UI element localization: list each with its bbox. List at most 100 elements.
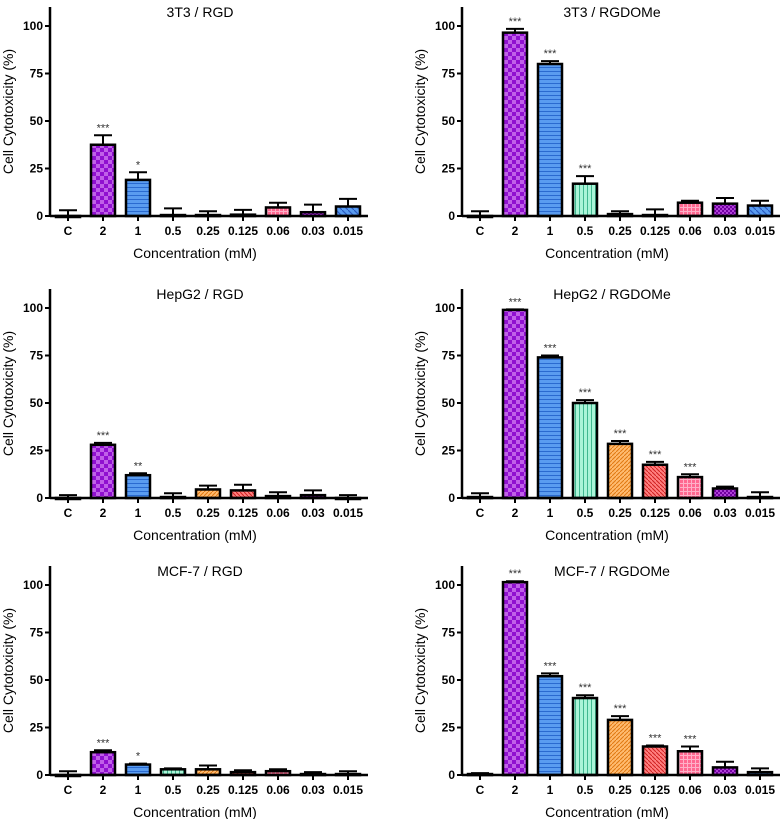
- x-tick-label: 0.015: [333, 224, 363, 238]
- bar: [571, 182, 599, 218]
- significance-label: ***: [579, 682, 593, 694]
- significance-label: ***: [509, 296, 523, 308]
- y-axis-label: Cell Cytotoxicity (%): [0, 49, 16, 174]
- x-tick-label: 1: [547, 224, 554, 238]
- x-axis-label: Concentration (mM): [133, 804, 257, 819]
- y-tick-label: 75: [30, 349, 44, 363]
- x-tick-label: 0.03: [301, 224, 325, 238]
- bar: [536, 62, 564, 218]
- y-tick-label: 0: [448, 209, 455, 223]
- x-tick-label: 0.5: [577, 506, 594, 520]
- significance-label: ***: [579, 387, 593, 399]
- x-tick-label: C: [64, 224, 73, 238]
- x-tick-label: 0.06: [266, 224, 290, 238]
- y-tick-label: 25: [30, 162, 44, 176]
- x-tick-label: 1: [547, 506, 554, 520]
- y-tick-label: 75: [442, 67, 456, 81]
- y-tick-label: 100: [435, 19, 455, 33]
- significance-label: ***: [684, 461, 698, 473]
- x-tick-label: 0.5: [165, 224, 182, 238]
- x-tick-label: 0.06: [678, 224, 702, 238]
- y-tick-label: 100: [23, 578, 43, 592]
- x-axis-label: Concentration (mM): [545, 245, 669, 261]
- x-tick-label: C: [64, 506, 73, 520]
- bar: [501, 31, 529, 218]
- x-tick-label: 2: [100, 506, 107, 520]
- x-tick-label: 1: [135, 783, 142, 797]
- y-tick-label: 50: [30, 114, 44, 128]
- y-tick-label: 0: [448, 491, 455, 505]
- x-tick-label: 0.03: [713, 224, 737, 238]
- x-tick-label: C: [64, 783, 73, 797]
- significance-label: ***: [579, 163, 593, 175]
- x-tick-label: 0.03: [713, 506, 737, 520]
- bar: [334, 205, 362, 218]
- y-tick-label: 50: [442, 114, 456, 128]
- significance-label: **: [134, 460, 143, 472]
- y-tick-label: 100: [23, 19, 43, 33]
- y-axis-label: Cell Cytotoxicity (%): [412, 608, 428, 733]
- y-tick-label: 50: [30, 673, 44, 687]
- x-tick-label: 0.015: [333, 783, 363, 797]
- bar: [194, 488, 222, 500]
- bar: [89, 750, 117, 777]
- x-tick-label: 1: [135, 224, 142, 238]
- x-tick-label: 0.125: [228, 224, 258, 238]
- y-axis-label: Cell Cytotoxicity (%): [412, 331, 428, 456]
- panel-4: MCF-7 / RGD Concentration (mM) Cell Cytoto…: [0, 563, 368, 820]
- panel-title: 3T3 / RGDOMe: [563, 4, 660, 20]
- bar: [606, 718, 634, 777]
- bar: [501, 308, 529, 500]
- x-axis-label: Concentration (mM): [545, 527, 669, 543]
- bar: [746, 204, 774, 218]
- panel-title: HepG2 / RGDOMe: [553, 286, 671, 302]
- bar: [536, 674, 564, 777]
- y-axis-label: Cell Cytotoxicity (%): [412, 49, 428, 174]
- x-tick-label: 2: [100, 224, 107, 238]
- x-tick-label: 0.06: [266, 783, 290, 797]
- y-tick-label: 75: [30, 67, 44, 81]
- x-tick-label: 0.25: [608, 783, 632, 797]
- significance-label: ***: [544, 343, 558, 355]
- x-tick-label: 0.25: [196, 224, 220, 238]
- y-tick-label: 0: [36, 491, 43, 505]
- x-tick-label: C: [476, 506, 485, 520]
- y-axis-label: Cell Cytotoxicity (%): [0, 331, 16, 456]
- significance-label: ***: [544, 660, 558, 672]
- x-axis-label: Concentration (mM): [133, 527, 257, 543]
- x-tick-label: 1: [135, 506, 142, 520]
- x-tick-label: 0.03: [713, 783, 737, 797]
- significance-label: ***: [544, 48, 558, 60]
- panel-3: HepG2 / RGDOMe Concentration (mM) Cell Cyt…: [412, 286, 780, 543]
- panel-title: MCF-7 / RGDOMe: [554, 563, 670, 579]
- x-tick-label: 0.125: [640, 506, 670, 520]
- bar: [501, 580, 529, 777]
- y-tick-label: 100: [435, 578, 455, 592]
- y-tick-label: 25: [442, 162, 456, 176]
- y-tick-label: 100: [23, 301, 43, 315]
- x-tick-label: 0.015: [745, 224, 775, 238]
- panel-1: 3T3 / RGDOMe Concentration (mM) Cell Cytot…: [412, 4, 780, 261]
- panel-title: HepG2 / RGD: [156, 286, 243, 302]
- x-tick-label: 0.03: [301, 506, 325, 520]
- y-tick-label: 50: [442, 673, 456, 687]
- x-tick-label: 0.125: [640, 224, 670, 238]
- x-axis-label: Concentration (mM): [133, 245, 257, 261]
- y-tick-label: 25: [442, 444, 456, 458]
- bar: [124, 473, 152, 500]
- x-tick-label: 0.25: [196, 783, 220, 797]
- panel-0: 3T3 / RGD Concentration (mM) Cell Cytotoxi…: [0, 4, 368, 261]
- x-tick-label: 0.06: [678, 783, 702, 797]
- significance-label: ***: [614, 428, 628, 440]
- bar: [124, 178, 152, 218]
- significance-label: ***: [684, 734, 698, 746]
- significance-label: ***: [97, 737, 111, 749]
- x-axis-label: Concentration (mM): [545, 804, 669, 819]
- bar: [676, 750, 704, 777]
- bar: [711, 202, 739, 218]
- x-tick-label: 0.06: [266, 506, 290, 520]
- x-tick-label: 0.5: [577, 224, 594, 238]
- y-axis-label: Cell Cytotoxicity (%): [0, 608, 16, 733]
- panel-2: HepG2 / RGD Concentration (mM) Cell Cytoto…: [0, 286, 368, 543]
